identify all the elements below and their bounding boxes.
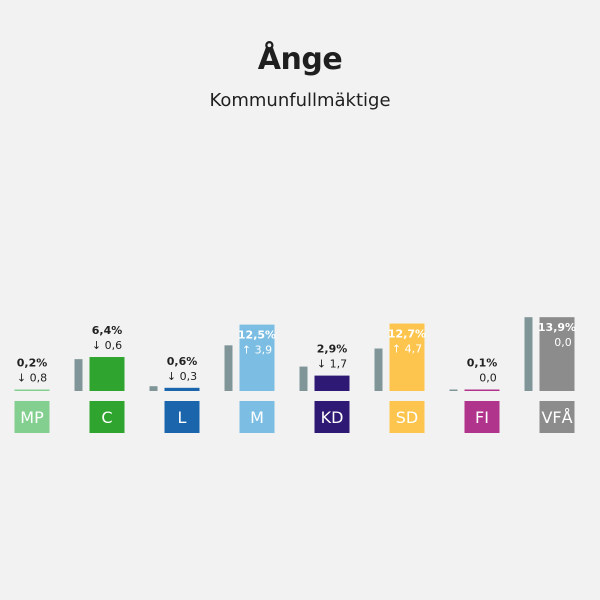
party-box-c bbox=[89, 401, 125, 433]
party-box-fi bbox=[464, 401, 500, 433]
change-label: ↑ 4,7 bbox=[392, 343, 422, 356]
party-box-kd bbox=[314, 401, 350, 433]
party-box-vfå bbox=[539, 401, 575, 433]
value-label: 12,5% bbox=[238, 329, 276, 342]
change-label: ↓ 0,8 bbox=[17, 372, 47, 385]
party-box-l bbox=[164, 401, 200, 433]
bar-previous-vfå bbox=[524, 317, 533, 391]
bar-current-fi bbox=[464, 389, 500, 391]
bar-previous-l bbox=[149, 386, 158, 391]
party-label: KD bbox=[321, 408, 344, 427]
party-label: C bbox=[101, 408, 112, 427]
value-label: 6,4% bbox=[92, 324, 123, 337]
value-label: 0,2% bbox=[17, 357, 48, 370]
value-label: 12,7% bbox=[388, 328, 426, 341]
bar-current-c bbox=[89, 357, 125, 391]
change-label: 0,0 bbox=[554, 336, 572, 349]
value-label: 0,1% bbox=[467, 357, 498, 370]
value-label: 2,9% bbox=[317, 343, 348, 356]
change-label: 0,0 bbox=[479, 372, 497, 385]
party-label: M bbox=[250, 408, 264, 427]
party-label: VFÅ bbox=[541, 408, 572, 427]
bar-previous-m bbox=[224, 345, 233, 391]
change-label: ↓ 1,7 bbox=[317, 358, 347, 371]
bar-current-vfå bbox=[539, 317, 575, 391]
bar-current-kd bbox=[314, 375, 350, 391]
party-label: FI bbox=[475, 408, 489, 427]
party-box-mp bbox=[14, 401, 50, 433]
party-label: MP bbox=[20, 408, 44, 427]
bar-previous-kd bbox=[299, 366, 308, 391]
bar-previous-c bbox=[74, 359, 83, 391]
change-label: ↓ 0,6 bbox=[92, 339, 122, 352]
value-label: 13,9% bbox=[538, 321, 576, 334]
bar-current-mp bbox=[14, 389, 50, 391]
chart-title: Ånge bbox=[257, 42, 343, 77]
bar-current-m bbox=[239, 324, 275, 391]
bar-previous-sd bbox=[374, 348, 383, 391]
change-label: ↓ 0,3 bbox=[167, 370, 197, 383]
bar-previous-fi bbox=[449, 389, 458, 391]
party-label: SD bbox=[396, 408, 418, 427]
value-label: 0,6% bbox=[167, 355, 198, 368]
party-label: L bbox=[178, 408, 187, 427]
change-label: ↑ 3,9 bbox=[242, 344, 272, 357]
bar-current-l bbox=[164, 387, 200, 391]
bar-current-sd bbox=[389, 323, 425, 391]
chart-subtitle: Kommunfullmäktige bbox=[209, 90, 391, 111]
party-box-m bbox=[239, 401, 275, 433]
party-box-sd bbox=[389, 401, 425, 433]
